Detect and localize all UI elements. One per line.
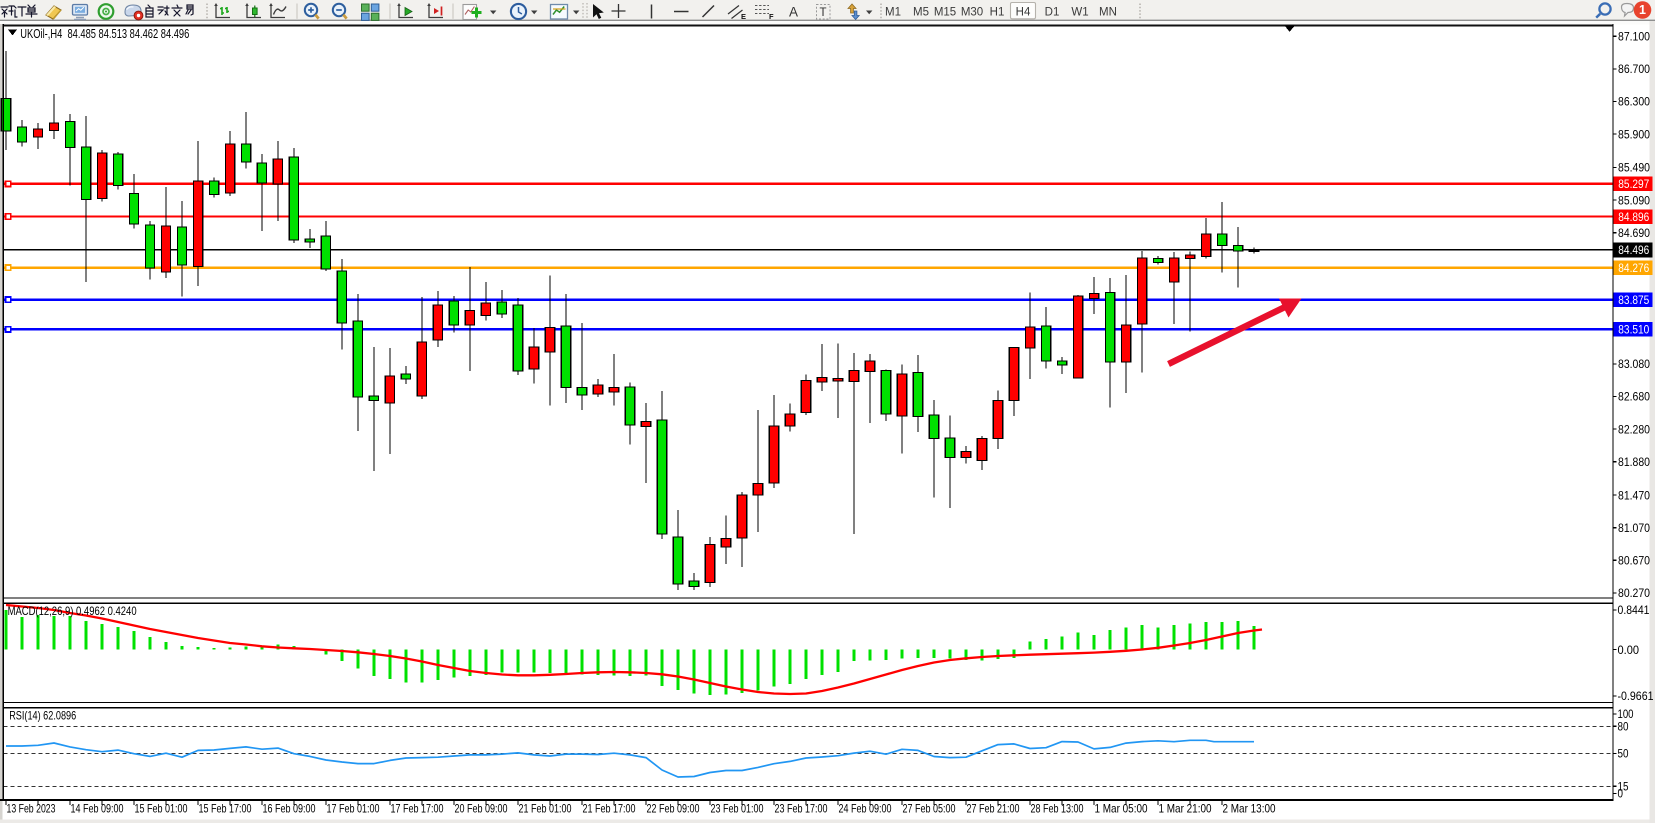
svg-text:80: 80: [1618, 720, 1629, 734]
svg-text:87.100: 87.100: [1618, 30, 1650, 44]
svg-text:84.690: 84.690: [1618, 226, 1650, 240]
svg-text:1: 1: [1639, 3, 1646, 17]
svg-text:2 Mar 13:00: 2 Mar 13:00: [1223, 801, 1276, 815]
svg-text:W1: W1: [1071, 7, 1088, 19]
svg-text:28 Feb 13:00: 28 Feb 13:00: [1031, 801, 1084, 815]
svg-text:83.080: 83.080: [1618, 357, 1650, 371]
svg-text:27 Feb 21:00: 27 Feb 21:00: [967, 801, 1020, 815]
svg-text:20 Feb 09:00: 20 Feb 09:00: [455, 801, 508, 815]
svg-text:1 Mar 05:00: 1 Mar 05:00: [1095, 801, 1148, 815]
svg-text:23 Feb 17:00: 23 Feb 17:00: [775, 801, 828, 815]
svg-text:22 Feb 09:00: 22 Feb 09:00: [647, 801, 700, 815]
svg-text:MACD(12,26,9) 0.4962 0.4240: MACD(12,26,9) 0.4962 0.4240: [8, 604, 137, 618]
svg-text:M15: M15: [934, 7, 956, 19]
svg-text:80.270: 80.270: [1618, 586, 1650, 600]
svg-text:21 Feb 01:00: 21 Feb 01:00: [519, 801, 572, 815]
svg-text:23 Feb 01:00: 23 Feb 01:00: [711, 801, 764, 815]
svg-text:86.700: 86.700: [1618, 62, 1650, 76]
svg-text:14 Feb 09:00: 14 Feb 09:00: [71, 801, 124, 815]
svg-text:H1: H1: [990, 7, 1005, 19]
svg-text:85.490: 85.490: [1618, 161, 1650, 175]
svg-text:13 Feb 2023: 13 Feb 2023: [7, 801, 56, 815]
svg-text:0: 0: [1618, 787, 1624, 801]
svg-text:84.896: 84.896: [1618, 210, 1649, 224]
svg-text:A: A: [789, 5, 798, 20]
svg-text:F: F: [769, 12, 774, 21]
svg-text:83.875: 83.875: [1618, 293, 1649, 307]
svg-text:81.470: 81.470: [1618, 488, 1650, 502]
svg-text:H4: H4: [1016, 7, 1031, 19]
svg-text:85.090: 85.090: [1618, 193, 1650, 207]
svg-text:E: E: [741, 12, 746, 21]
svg-text:83.510: 83.510: [1618, 323, 1649, 337]
svg-text:21 Feb 17:00: 21 Feb 17:00: [583, 801, 636, 815]
svg-text:M5: M5: [913, 7, 929, 19]
svg-text:24 Feb 09:00: 24 Feb 09:00: [839, 801, 892, 815]
svg-text:86.300: 86.300: [1618, 95, 1650, 109]
svg-text:15: 15: [1618, 780, 1629, 794]
svg-text:27 Feb 05:00: 27 Feb 05:00: [903, 801, 956, 815]
svg-text:50: 50: [1618, 747, 1629, 761]
svg-text:UKOil-,H4 84.485 84.513 84.46: UKOil-,H4 84.485 84.513 84.462 84.496: [20, 27, 189, 41]
svg-text:15 Feb 17:00: 15 Feb 17:00: [199, 801, 252, 815]
svg-text:D1: D1: [1045, 7, 1060, 19]
svg-text:82.280: 82.280: [1618, 422, 1650, 436]
svg-text:M30: M30: [961, 7, 983, 19]
svg-text:100: 100: [1618, 707, 1634, 721]
svg-text:84.276: 84.276: [1618, 261, 1649, 275]
svg-text:0.00: 0.00: [1618, 643, 1640, 657]
svg-text:T: T: [820, 7, 827, 19]
svg-text:RSI(14) 62.0896: RSI(14) 62.0896: [9, 708, 76, 722]
svg-text:M1: M1: [885, 7, 901, 19]
svg-text:82.680: 82.680: [1618, 390, 1650, 404]
svg-text:16 Feb 09:00: 16 Feb 09:00: [263, 801, 316, 815]
svg-text:MN: MN: [1099, 7, 1117, 19]
svg-text:-0.9661: -0.9661: [1618, 689, 1654, 703]
svg-text:85.297: 85.297: [1618, 177, 1649, 191]
svg-text:1 Mar 21:00: 1 Mar 21:00: [1159, 801, 1212, 815]
svg-text:17 Feb 01:00: 17 Feb 01:00: [327, 801, 380, 815]
svg-text:15 Feb 01:00: 15 Feb 01:00: [135, 801, 188, 815]
svg-text:0.8441: 0.8441: [1618, 603, 1650, 617]
svg-text:81.880: 81.880: [1618, 455, 1650, 469]
svg-text:84.496: 84.496: [1618, 243, 1649, 257]
svg-text:85.900: 85.900: [1618, 127, 1650, 141]
svg-text:17 Feb 17:00: 17 Feb 17:00: [391, 801, 444, 815]
svg-text:80.670: 80.670: [1618, 554, 1650, 568]
svg-text:81.070: 81.070: [1618, 521, 1650, 535]
